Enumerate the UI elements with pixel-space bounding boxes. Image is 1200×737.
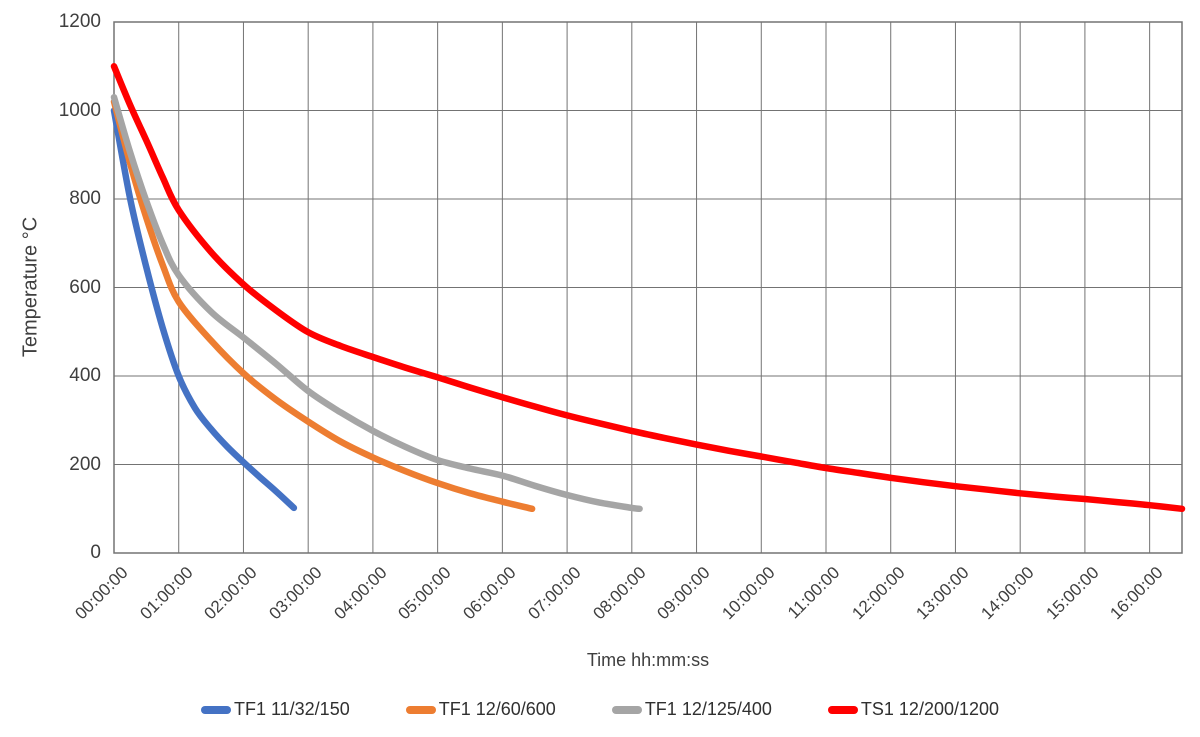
legend-item: TF1 12/125/400 xyxy=(611,699,772,720)
legend-label: TF1 11/32/150 xyxy=(233,699,350,719)
legend-label: TS1 12/200/1200 xyxy=(860,699,1000,719)
legend-label: TF1 12/125/400 xyxy=(644,699,772,719)
legend-swatch-icon xyxy=(827,705,858,714)
legend-swatch-icon xyxy=(405,705,436,714)
x-axis-title: Time hh:mm:ss xyxy=(586,650,710,670)
y-tick-label: 1200 xyxy=(58,11,101,32)
y-axis-title: Temperature °C xyxy=(19,216,42,358)
series-line xyxy=(110,63,1186,513)
series-line xyxy=(110,107,298,512)
plot-border xyxy=(113,21,1183,554)
y-tick-label: 200 xyxy=(69,453,101,475)
y-tick-label: 0 xyxy=(90,542,101,563)
series-line xyxy=(110,93,643,513)
series-line xyxy=(110,98,536,513)
legend-item: TS1 12/200/1200 xyxy=(827,699,1000,720)
legend-item: TF1 12/60/600 xyxy=(405,699,556,720)
y-tick-label: 800 xyxy=(69,188,101,209)
legend-swatch-icon xyxy=(200,705,231,714)
legend: TF1 11/32/150 TF1 12/60/600 TF1 12/125/400… xyxy=(0,699,1200,720)
y-tick-label: 1000 xyxy=(58,99,101,121)
y-tick-label: 600 xyxy=(69,276,101,298)
legend-label: TF1 12/60/600 xyxy=(438,699,556,719)
legend-swatch-icon xyxy=(611,705,642,714)
legend-item: TF1 11/32/150 xyxy=(200,699,350,720)
y-tick-label: 400 xyxy=(69,365,101,386)
